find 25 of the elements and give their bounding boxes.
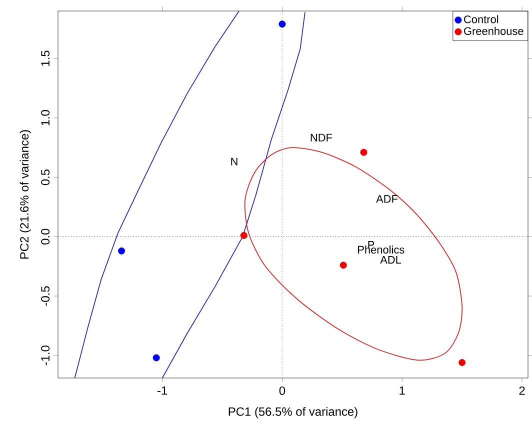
annotation: NDF (310, 134, 332, 142)
y-tick-label: 0.5 (41, 169, 50, 186)
x-tick-label: 0 (279, 386, 286, 395)
y-tick-label: -0.5 (41, 286, 50, 306)
y-tick-label: 1.5 (41, 50, 50, 66)
y-tick-label: 0.0 (41, 228, 50, 245)
annotation: ADL (380, 256, 402, 264)
point (360, 148, 368, 156)
x-tick-label: 2 (519, 386, 525, 395)
y-axis-title: PC2 (21.6% of variance) (20, 130, 31, 259)
y-tick-label: -1.0 (41, 346, 50, 366)
point (240, 232, 248, 239)
point (340, 262, 347, 269)
point (278, 20, 286, 28)
y-tick-label: 1.0 (41, 110, 50, 126)
legend-label: Greenhouse (464, 26, 524, 35)
x-tick-label: 1 (400, 386, 405, 395)
point (458, 359, 466, 366)
annotation: ADF (376, 195, 398, 203)
point (118, 247, 126, 254)
x-tick-label: -1 (158, 386, 168, 395)
legend-label: Control (464, 15, 498, 24)
annotation: N (231, 158, 238, 166)
x-axis-title: PC1 (56.5% of variance) (228, 407, 358, 418)
point (152, 354, 160, 362)
